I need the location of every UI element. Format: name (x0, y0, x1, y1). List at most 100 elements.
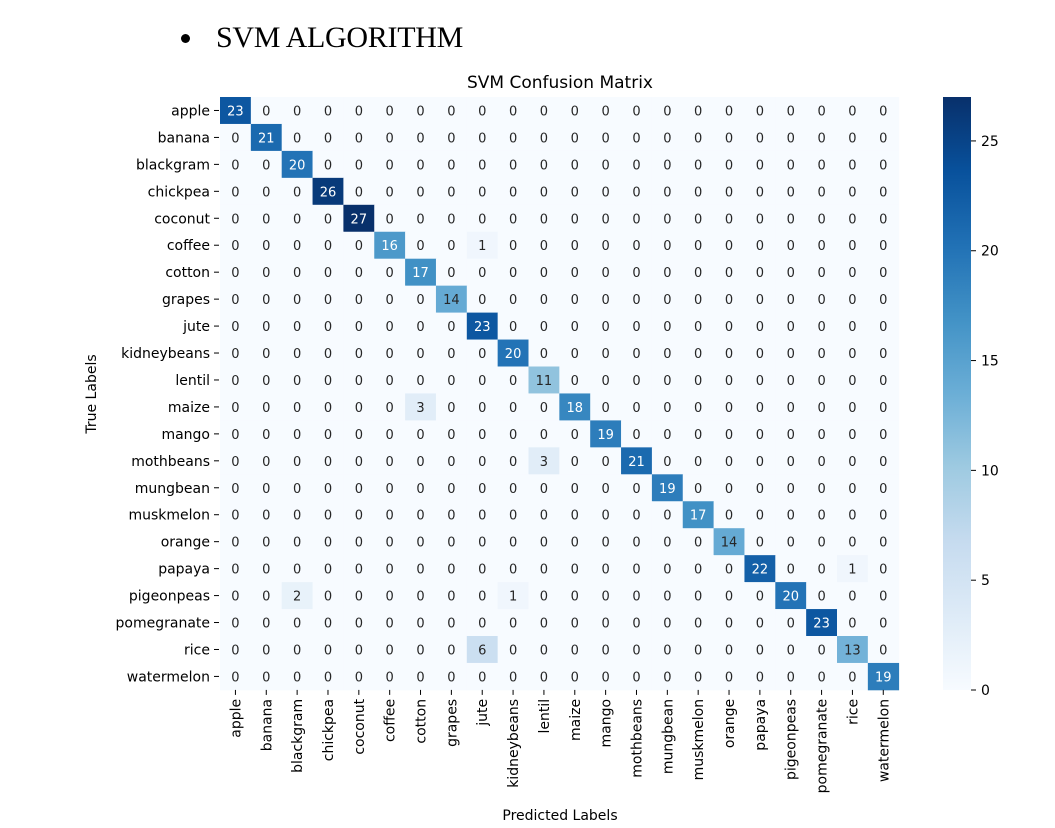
y-tick-label: pomegranate (116, 616, 210, 632)
heatmap-cell (559, 474, 591, 502)
cell-value-label: 0 (817, 590, 825, 605)
cell-value-label: 0 (601, 158, 609, 173)
cell-value-label: 0 (478, 104, 486, 119)
cell-value-label: 0 (632, 401, 640, 416)
cell-value-label: 0 (787, 455, 795, 470)
heatmap-cell (374, 555, 406, 583)
cell-value-label: 0 (879, 266, 887, 281)
heatmap-cell (466, 420, 499, 448)
cell-value-label: 0 (663, 563, 671, 578)
heatmap-cell (435, 636, 468, 664)
heatmap-cell (590, 555, 622, 583)
heatmap-cell (312, 501, 344, 529)
cell-value-label: 0 (879, 590, 887, 605)
cell-value-label: 0 (817, 212, 825, 227)
heatmap-cell (837, 366, 869, 394)
heatmap-cell (312, 123, 344, 152)
heatmap-cell (775, 555, 807, 583)
cell-value-label: 0 (231, 239, 239, 254)
heatmap-cell (220, 258, 252, 287)
heatmap-cell (250, 312, 283, 340)
heatmap-cell (343, 662, 375, 691)
heatmap-cell (343, 177, 375, 206)
cell-value-label: 0 (416, 428, 424, 443)
heatmap-cell (281, 501, 313, 529)
cell-value-label: 0 (231, 158, 239, 173)
heatmap-cell (281, 204, 313, 233)
heatmap-cell (590, 258, 622, 287)
cell-value-label: 0 (447, 590, 455, 605)
heatmap-cell (374, 177, 406, 206)
bullet-icon (181, 33, 190, 43)
cell-value-label: 0 (663, 536, 671, 551)
cell-value-label: 0 (694, 590, 702, 605)
heatmap-cell (220, 231, 252, 260)
cell-value-label: 0 (632, 212, 640, 227)
heatmap-cell (435, 474, 468, 502)
y-tick-label: coffee (167, 238, 210, 254)
heatmap-cell (528, 97, 560, 125)
cell-value-label: 0 (355, 239, 363, 254)
heatmap-cell (682, 204, 714, 233)
y-tick-label: kidneybeans (121, 346, 210, 362)
heatmap-cell (220, 555, 252, 583)
heatmap-cell (405, 662, 437, 691)
heatmap-cell (775, 204, 807, 233)
cell-value-label: 0 (817, 104, 825, 119)
heatmap-cell (837, 285, 869, 313)
heatmap-cell (281, 177, 313, 206)
cell-value-label: 0 (694, 455, 702, 470)
heatmap-cell (250, 555, 283, 583)
cell-value-label: 0 (355, 509, 363, 524)
cell-value-label: 0 (817, 293, 825, 308)
heatmap-cell (806, 204, 838, 233)
heatmap-cell (281, 339, 313, 367)
heatmap-cell (435, 123, 468, 152)
cell-value-label: 0 (879, 158, 887, 173)
heatmap-cell (713, 528, 745, 556)
cell-value-label: 0 (324, 320, 332, 335)
cell-value-label: 0 (231, 617, 239, 632)
cell-value-label: 0 (725, 212, 733, 227)
cell-value-label: 0 (509, 563, 517, 578)
cell-value-label: 0 (879, 536, 887, 551)
heatmap-cell (744, 393, 776, 421)
cell-value-label: 0 (231, 455, 239, 470)
heatmap-cell (590, 150, 622, 179)
cell-value-label: 0 (231, 482, 239, 497)
heatmap-cell (528, 150, 560, 179)
heatmap-cell (806, 447, 838, 475)
cell-value-label: 0 (447, 158, 455, 173)
heatmap-cell (744, 312, 776, 340)
heatmap-cell (867, 636, 900, 664)
heatmap-cell (220, 393, 252, 421)
heatmap-cell (806, 177, 838, 206)
cell-value-label: 0 (756, 536, 764, 551)
heatmap-cell (250, 528, 283, 556)
cell-value-label: 17 (690, 509, 707, 524)
heatmap-cell (621, 474, 653, 502)
heatmap-cell (220, 339, 252, 367)
cell-value-label: 0 (571, 104, 579, 119)
heatmap-cell (497, 474, 529, 502)
heatmap-cell (775, 582, 807, 610)
heatmap-cell (837, 636, 869, 664)
heatmap-cell (343, 501, 375, 529)
heatmap-cell (621, 258, 653, 287)
cell-value-label: 0 (324, 293, 332, 308)
heatmap-cell (250, 474, 283, 502)
heatmap-cell (621, 150, 653, 179)
cell-value-label: 0 (262, 374, 270, 389)
heatmap-cell (405, 555, 437, 583)
cell-value-label: 0 (293, 428, 301, 443)
cell-value-label: 0 (324, 401, 332, 416)
heatmap-cell (713, 474, 745, 502)
x-tick-label: blackgram (290, 699, 306, 773)
heatmap-cell (466, 177, 499, 206)
heatmap-cell (343, 555, 375, 583)
cell-value-label: 0 (478, 670, 486, 685)
heatmap-cell (405, 501, 437, 529)
heatmap-cell (220, 204, 252, 233)
heatmap-cell (343, 636, 375, 664)
cell-value-label: 0 (663, 347, 671, 362)
